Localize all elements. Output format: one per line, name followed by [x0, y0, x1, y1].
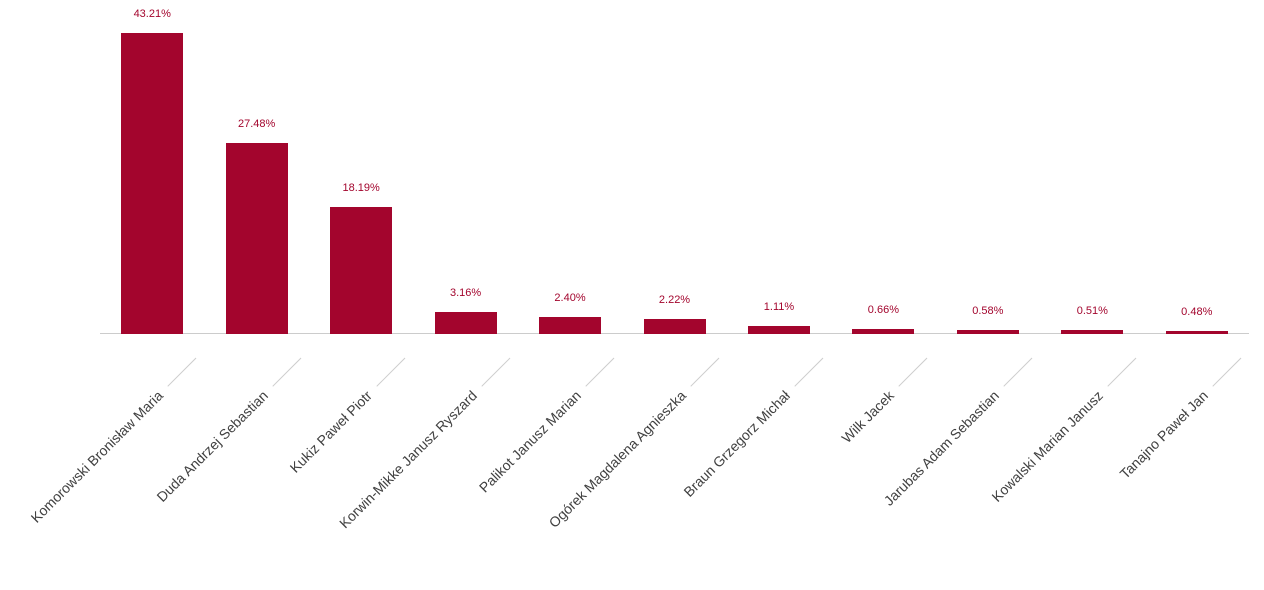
x-axis-category: Wilk Jacek — [695, 352, 933, 590]
bar[interactable] — [957, 330, 1019, 334]
axis-tick-line — [376, 357, 406, 387]
x-axis-category: Palikot Janusz Marian — [382, 352, 620, 590]
x-axis-category-label: Duda Andrzej Sebastian — [153, 387, 271, 505]
bar-value-label: 1.11% — [763, 301, 795, 313]
x-axis-category-label: Kukiz Paweł Piotr — [286, 387, 375, 476]
axis-tick-line — [272, 357, 302, 387]
bar-chart: 43.21% 27.48% 18.19% 3.16% 2.40% 2.22% 1.11% 0.… — [28, 8, 1249, 531]
bar[interactable] — [748, 326, 810, 334]
x-axis-category: Tanajno Paweł Jan — [1009, 352, 1247, 590]
x-axis-category: Ogórek Magdalena Agnieszka — [487, 352, 725, 590]
x-axis-category-label: Wilk Jacek — [838, 387, 897, 446]
bar-value-label: 2.40% — [554, 292, 586, 304]
axis-tick-line — [690, 357, 720, 387]
bar-value-label: 0.48% — [1181, 306, 1213, 318]
x-axis-category-label: Jarubas Adam Sebastian — [880, 387, 1002, 509]
axis-tick-line — [1003, 357, 1033, 387]
bar-value-label: 3.16% — [449, 287, 482, 299]
axis-tick-line — [167, 357, 197, 387]
axis-tick-line — [794, 357, 824, 387]
bar-value-label: 0.66% — [867, 304, 900, 316]
x-axis-category-label: Palikot Janusz Marian — [475, 387, 584, 496]
bar[interactable] — [226, 143, 288, 334]
x-axis-category: Duda Andrzej Sebastian — [69, 352, 307, 590]
x-axis-category: Kukiz Paweł Piotr — [173, 352, 411, 590]
bar[interactable] — [852, 329, 914, 334]
bar[interactable] — [435, 312, 497, 334]
x-axis-category-label: Kowalski Marian Janusz — [988, 387, 1106, 505]
axis-tick-line — [898, 357, 928, 387]
bar-value-label: 0.51% — [1076, 305, 1108, 317]
bar[interactable] — [1166, 331, 1228, 334]
x-axis-category-label: Braun Grzegorz Michał — [680, 387, 793, 500]
axis-tick-line — [1107, 357, 1137, 387]
plot-area: 43.21% 27.48% 18.19% 3.16% 2.40% 2.22% 1.11% 0.… — [100, 8, 1249, 334]
bar-value-label: 27.48% — [238, 118, 276, 130]
bar[interactable] — [539, 317, 601, 334]
axis-tick-line — [481, 357, 511, 387]
bar[interactable] — [330, 207, 392, 334]
x-axis-category: Korwin-Mikke Janusz Ryszard — [278, 352, 516, 590]
bar[interactable] — [644, 319, 706, 334]
bar-value-label: 0.58% — [972, 305, 1004, 317]
axis-tick-line — [585, 357, 615, 387]
bar-value-label: 18.19% — [342, 182, 380, 194]
bar-value-label: 2.22% — [658, 294, 691, 306]
axis-tick-line — [1212, 357, 1242, 387]
bar-value-label: 43.21% — [133, 8, 171, 20]
bar[interactable] — [121, 33, 183, 334]
bar[interactable] — [1061, 330, 1123, 334]
x-axis-category: Braun Grzegorz Michał — [591, 352, 829, 590]
x-axis-category-label: Tanajno Paweł Jan — [1116, 387, 1211, 482]
x-axis-category: Kowalski Marian Janusz — [904, 352, 1142, 590]
x-axis-category: Jarubas Adam Sebastian — [800, 352, 1038, 590]
